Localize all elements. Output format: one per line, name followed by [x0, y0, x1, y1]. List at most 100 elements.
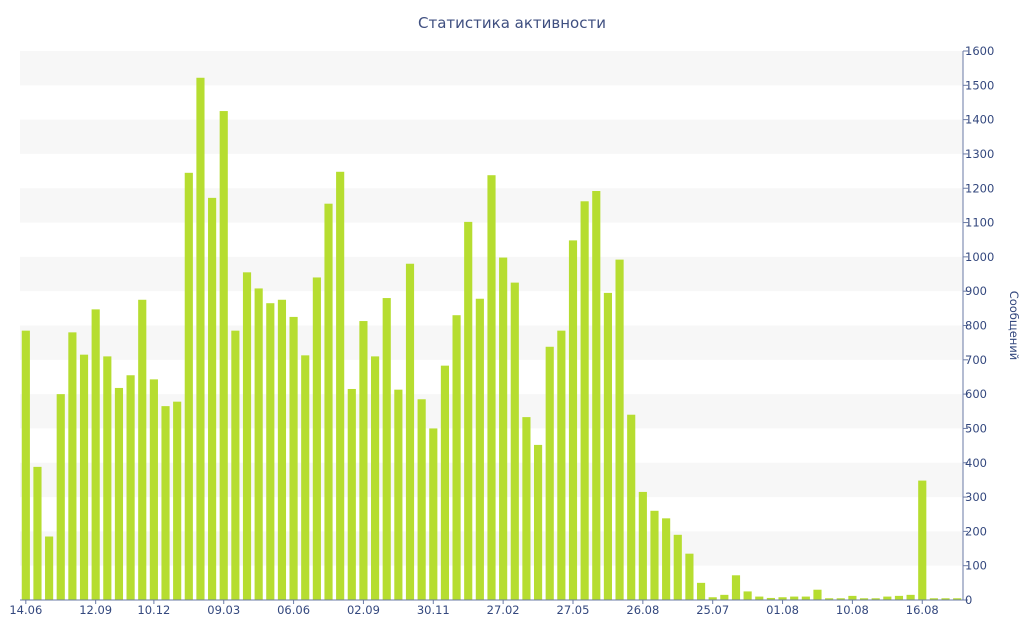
y-tick-label: 0 — [965, 593, 972, 607]
x-tick-label: 10.08 — [836, 603, 869, 617]
bar — [464, 221, 473, 600]
bar — [929, 598, 938, 600]
bar — [382, 298, 391, 600]
y-tick-label: 200 — [965, 524, 987, 538]
bar — [371, 356, 380, 600]
bar — [708, 597, 717, 600]
bar — [568, 240, 578, 600]
bar — [941, 598, 950, 600]
x-tick-label: 25.07 — [696, 603, 729, 617]
bar — [743, 591, 752, 600]
bar — [790, 596, 799, 600]
y-tick-label: 700 — [965, 353, 987, 367]
bar — [696, 582, 706, 600]
x-tick-label: 14.06 — [9, 603, 42, 617]
y-tick-label: 1600 — [965, 44, 994, 58]
bar — [638, 491, 647, 600]
bar — [196, 77, 205, 600]
bar — [650, 510, 659, 600]
bar — [242, 272, 252, 600]
x-tick-label: 06.06 — [277, 603, 310, 617]
y-tick-label: 600 — [965, 387, 987, 401]
bar — [662, 518, 671, 600]
x-tick-label: 02.09 — [347, 603, 380, 617]
y-tick-label: 300 — [965, 490, 987, 504]
bar — [301, 355, 310, 600]
bar — [778, 597, 787, 600]
x-tick-label: 12.09 — [79, 603, 112, 617]
bar — [522, 417, 531, 600]
bar — [312, 277, 321, 600]
bar — [813, 589, 822, 600]
x-tick-label: 30.11 — [417, 603, 450, 617]
bar — [254, 288, 263, 600]
bar — [417, 399, 426, 600]
bar — [161, 406, 170, 600]
y-tick-label: 1100 — [965, 216, 994, 230]
bar — [836, 598, 845, 600]
y-tick-label: 100 — [965, 559, 987, 573]
bar — [440, 365, 450, 600]
bar — [21, 330, 30, 600]
x-tick-label: 27.02 — [487, 603, 520, 617]
y-tick-label: 1200 — [965, 181, 994, 195]
bar — [266, 303, 275, 600]
bar — [184, 172, 193, 600]
bar — [906, 594, 915, 600]
bar — [615, 259, 624, 600]
y-tick-label: 1500 — [965, 78, 994, 92]
bar — [557, 330, 566, 600]
bar — [149, 379, 158, 600]
grid-band — [20, 51, 963, 86]
bar — [277, 299, 287, 600]
bar — [324, 203, 333, 600]
bar — [731, 575, 741, 600]
bar — [289, 316, 298, 600]
y-tick-label: 800 — [965, 319, 987, 333]
bar — [580, 201, 589, 601]
bar — [452, 315, 461, 600]
bar — [825, 598, 834, 600]
bar — [592, 191, 601, 600]
bar — [126, 375, 135, 600]
y-tick-label: 1400 — [965, 113, 994, 127]
x-tick-label: 26.08 — [626, 603, 659, 617]
x-tick-label: 27.05 — [557, 603, 590, 617]
bar — [114, 387, 124, 600]
bar — [173, 401, 182, 600]
bar — [336, 171, 345, 600]
bar — [848, 595, 857, 600]
bar — [766, 597, 775, 600]
bar — [918, 480, 927, 600]
bar — [208, 197, 217, 601]
bar — [603, 292, 612, 600]
bar — [219, 111, 228, 601]
bar — [487, 175, 496, 600]
bar — [894, 595, 904, 600]
bar — [720, 594, 729, 600]
x-tick-label: 10.12 — [137, 603, 170, 617]
bar — [138, 299, 147, 600]
bar — [45, 536, 54, 600]
bar — [673, 534, 682, 600]
bar — [91, 309, 100, 600]
bar — [394, 389, 403, 600]
bar — [953, 598, 962, 600]
bar — [545, 346, 554, 600]
y-tick-label: 1000 — [965, 250, 994, 264]
bar — [347, 388, 356, 600]
bar — [871, 598, 880, 600]
x-tick-label: 16.08 — [906, 603, 939, 617]
y-axis-title: Сообщений — [1007, 291, 1021, 361]
chart-title: Статистика активности — [418, 14, 606, 32]
bar — [499, 257, 508, 600]
bar — [801, 596, 810, 600]
bar — [231, 330, 240, 600]
bar — [859, 598, 869, 600]
y-tick-label: 400 — [965, 456, 987, 470]
x-tick-label: 01.08 — [766, 603, 799, 617]
bar — [68, 332, 77, 600]
bar — [33, 466, 42, 600]
